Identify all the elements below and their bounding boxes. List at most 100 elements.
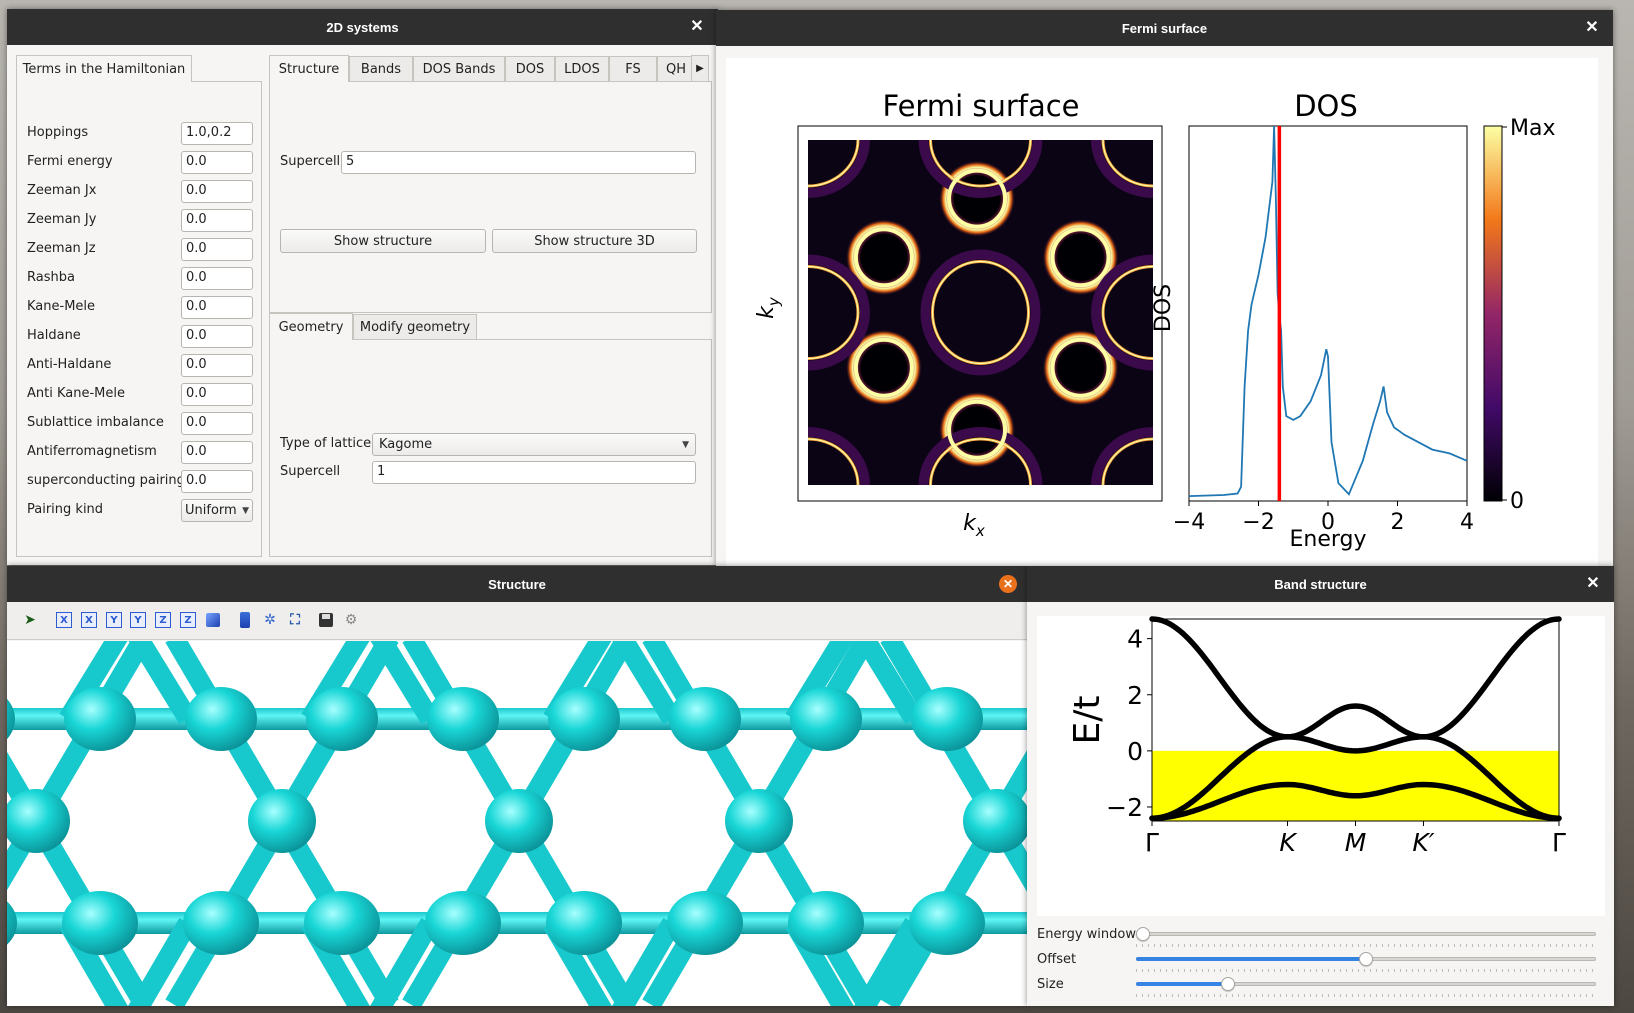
band-line [1149,734,1562,821]
tab-modify-geometry[interactable]: Modify geometry [353,314,477,340]
select-icon[interactable]: ➤ [24,612,36,628]
view-y-neg-icon[interactable]: Y [130,612,146,628]
supercell-input[interactable]: 5 [341,151,696,174]
slider-handle[interactable] [1136,927,1150,941]
ham-field-input[interactable]: 0.0 [181,238,253,261]
ham-field-input[interactable]: 0.0 [181,325,253,348]
fs-pocket-ring [1050,227,1111,288]
fs-pocket-large-core [931,260,1030,365]
tab-analysis-6[interactable]: QH [657,56,693,82]
ham-field-input[interactable]: 0.0 [181,470,253,493]
ham-field-input[interactable]: 0.0 [181,180,253,203]
kx-label: kx [963,511,985,540]
fermi-figure: Fermi surface ky kx DOS DOS Energy −4 −2 0… [754,89,1555,552]
band-xtick-label: K [1279,828,1298,857]
ham-field-input[interactable]: 1.0,0.2 [181,122,253,145]
structure-titlebar: Structure ✕ [7,566,1027,602]
view-z-icon[interactable]: Z [155,612,171,628]
close-icon[interactable]: ✕ [999,575,1017,593]
close-icon[interactable]: ✕ [1585,19,1599,36]
ky-label: ky [754,296,783,319]
atom [7,789,70,853]
axes-icon[interactable]: ✲ [264,612,276,628]
settings-icon[interactable]: ⚙ [344,612,358,628]
close-icon[interactable]: ✕ [1586,575,1600,592]
ham-field-input[interactable]: 0.0 [181,441,253,464]
close-icon[interactable]: ✕ [690,18,704,35]
atom [306,687,378,751]
ham-field-label: Rashba [27,270,75,285]
save-icon[interactable] [318,612,334,628]
ham-field-input[interactable]: 0.0 [181,296,253,319]
tab-analysis-5[interactable]: FS [609,56,657,82]
ham-field-input[interactable]: 0.0 [181,412,253,435]
geometry-supercell-label: Supercell [280,464,341,479]
band-slider-2[interactable] [1136,977,1596,997]
band-line [1149,616,1562,740]
slider-label: Energy window [1037,927,1136,942]
slider-handle[interactable] [1221,977,1235,991]
fermi-titlebar: Fermi surface ✕ [716,10,1613,46]
fit-view-icon[interactable]: ⛶ [290,612,300,628]
dos-title: DOS [1294,89,1358,123]
parallel-projection-icon[interactable] [237,612,253,628]
ham-field-label: Zeeman Jz [27,241,96,256]
band-slider-1[interactable] [1136,952,1596,972]
view-x-icon[interactable]: X [56,612,72,628]
atom [963,789,1027,853]
pairing-kind-select[interactable]: Uniform ▼ [181,499,253,522]
band-slider-0[interactable] [1136,927,1596,947]
structure-3d-viewport[interactable] [7,641,1027,1006]
dos-xtick-label: −4 [1173,510,1205,535]
show-structure-button[interactable]: Show structure [280,229,486,253]
lattice-type-select[interactable]: Kagome ▼ [372,433,696,456]
ham-field-label: Kane-Mele [27,299,96,314]
band-ytick-label: −2 [1106,793,1143,822]
tab-scroll-right-button[interactable]: ▶ [691,55,709,81]
fs-pocket-large-core [929,438,1032,485]
ham-field-label: Antiferromagnetism [27,444,157,459]
dos-xtick-label: 4 [1460,510,1474,535]
tab-label: QH [666,62,687,77]
ham-field-label: Anti Kane-Mele [27,386,125,401]
atom [248,789,316,853]
tab-analysis-3[interactable]: DOS [505,56,555,82]
dos-curve [1188,125,1468,497]
tab-analysis-2[interactable]: DOS Bands [413,56,505,82]
tab-analysis-4[interactable]: LDOS [555,56,609,82]
ham-field-input[interactable]: 0.0 [181,267,253,290]
tab-hamiltonian[interactable]: Terms in the Hamiltonian [16,55,192,82]
atom [64,687,136,751]
pairing-kind-value: Uniform [185,503,237,518]
iso-view-icon[interactable] [205,612,221,628]
ham-field-input[interactable]: 0.0 [181,151,253,174]
tab-label: Terms in the Hamiltonian [22,61,186,77]
view-z-neg-icon[interactable]: Z [180,612,196,628]
show-structure-3d-button[interactable]: Show structure 3D [492,229,697,253]
view-y-icon[interactable]: Y [106,612,122,628]
tab-analysis-0[interactable]: Structure [269,55,349,82]
tab-analysis-1[interactable]: Bands [349,56,413,82]
band-ytick-label: 4 [1127,625,1143,654]
tab-geometry[interactable]: Geometry [269,313,353,340]
fs-heatmap [808,140,1153,485]
ham-field-input[interactable]: 0.0 [181,383,253,406]
band-titlebar: Band structure ✕ [1027,566,1614,602]
fs-pocket-glow [1091,254,1153,371]
tab-label: FS [625,62,641,77]
ham-field-input[interactable]: 0.0 [181,354,253,377]
band-line [1149,781,1562,821]
pairing-kind-label: Pairing kind [27,502,104,517]
geometry-supercell-input[interactable]: 1 [372,461,696,484]
ham-field-input[interactable]: 0.0 [181,209,253,232]
view-x-neg-icon[interactable]: X [81,612,97,628]
fs-pocket-glow [808,254,870,371]
slider-handle[interactable] [1359,952,1373,966]
atom [667,891,743,955]
ham-field-label: Hoppings [27,125,89,140]
atom [548,687,620,751]
dos-ylabel: DOS [1151,284,1176,332]
band-xtick-label: M [1345,828,1367,857]
fermi-plot-canvas: Fermi surface ky kx DOS DOS Energy −4 −2 0… [726,58,1598,566]
ham-field-label: Zeeman Jx [27,183,97,198]
